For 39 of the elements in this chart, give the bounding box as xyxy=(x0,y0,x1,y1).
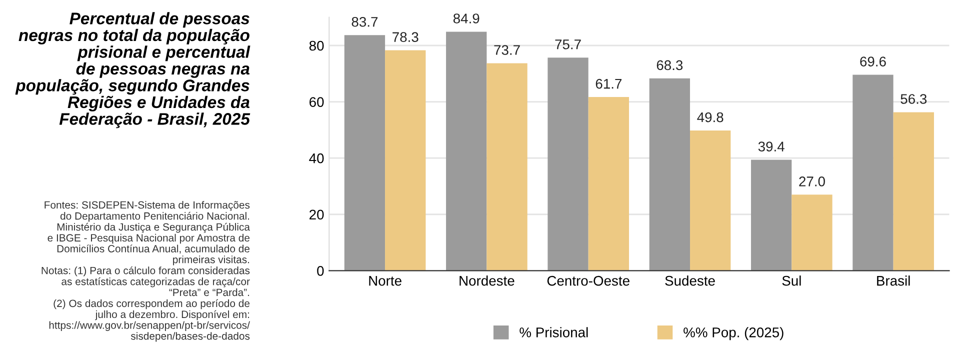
bar xyxy=(751,160,792,271)
text: Percentual de pessoas negras no total da população prisional e percentual de pessoas negras na população, segundo Grandes Regiões e Unidades da Federação - Brasil, 2025 xyxy=(15,12,250,128)
text: Fontes: SISDEPEN-Sistema de Informações do Departamento Penitenciário Nacional. Ministério da Justiça e Segurança Pública e IBGE - Pesquisa Nacional por Amostra de Domicílios Contínua Anual, acumulado de primeiras visitas. Notas: (1) Para o cálculo foram consideradas as estatísticas categorizadas de raça/cor “Preta” e “Parda”. (2) Os dados correspondem ao período de julho a dezembro. Disponível em: https://www.gov.br/senappen/pt-br/servicos/ sisdepen/bases-de-dados xyxy=(42,201,250,342)
bar xyxy=(649,78,690,271)
y-tick-label: 20 xyxy=(310,210,324,220)
y-tick-label: 40 xyxy=(309,153,324,164)
bar xyxy=(548,58,588,271)
bar xyxy=(446,32,487,271)
x-tick-label: Brasil xyxy=(877,276,910,286)
y-tick-label: 60 xyxy=(310,97,324,107)
data-label: 73.7 xyxy=(494,45,520,55)
bar xyxy=(792,194,832,271)
data-label: 49.8 xyxy=(697,112,724,122)
data-label: 39.4 xyxy=(758,142,784,152)
data-label: 78.3 xyxy=(392,32,418,42)
data-label: 56.3 xyxy=(900,94,927,104)
data-label: 27.0 xyxy=(799,176,825,186)
x-tick-label: Centro-Oeste xyxy=(547,276,630,286)
data-label: 69.6 xyxy=(860,56,886,66)
x-tick-label: Sudeste xyxy=(665,276,715,286)
bar xyxy=(852,74,894,271)
bar xyxy=(385,50,426,271)
data-label: 61.7 xyxy=(596,78,622,89)
bar xyxy=(893,112,934,271)
legend-label: %% Pop. (2025) xyxy=(684,327,784,340)
y-tick-label: 0 xyxy=(317,266,324,276)
y-tick-label: 80 xyxy=(309,40,324,51)
data-label: 83.7 xyxy=(352,16,378,27)
data-label: 68.3 xyxy=(656,60,683,70)
x-tick-label: Norte xyxy=(369,276,402,286)
x-tick-label: Sul xyxy=(782,276,801,286)
bar xyxy=(690,130,731,271)
bar xyxy=(588,97,630,271)
data-label: 75.7 xyxy=(555,40,581,50)
data-label: 84.9 xyxy=(453,14,480,24)
bar xyxy=(344,35,386,271)
x-tick-label: Nordeste xyxy=(460,276,514,286)
legend-label: % Prisional xyxy=(520,327,588,338)
bar xyxy=(486,63,528,271)
